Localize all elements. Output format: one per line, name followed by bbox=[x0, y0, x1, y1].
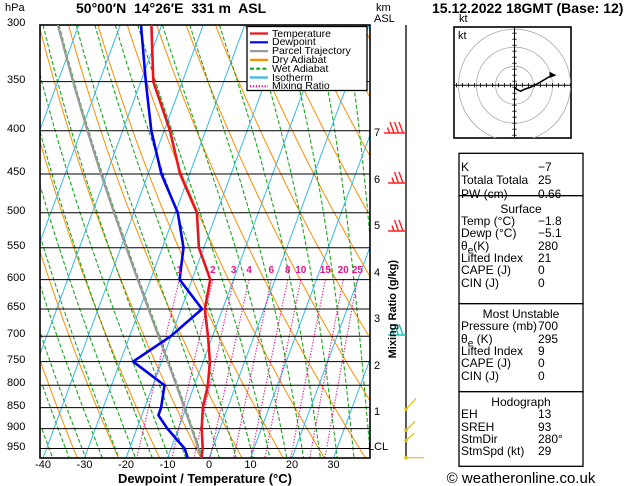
svg-text:kt: kt bbox=[458, 30, 467, 42]
